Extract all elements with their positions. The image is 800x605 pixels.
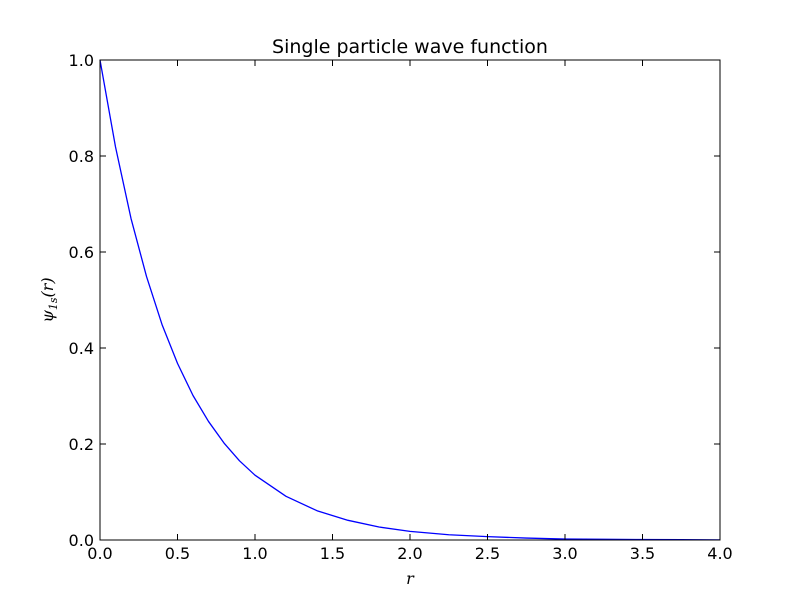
x-tick-label: 1.5 xyxy=(320,544,345,563)
chart-title: Single particle wave function xyxy=(272,36,548,58)
y-axis-label: ψ1s(r) xyxy=(38,277,60,322)
x-tick-label: 1.0 xyxy=(242,544,267,563)
x-tick-label: 2.0 xyxy=(397,544,422,563)
y-tick-label: 0.0 xyxy=(69,531,94,550)
y-tick-label: 0.4 xyxy=(69,339,94,358)
x-tick-label: 3.0 xyxy=(552,544,577,563)
x-axis-label: r xyxy=(406,569,415,588)
y-tick-label: 0.2 xyxy=(69,435,94,454)
x-tick-label: 3.5 xyxy=(630,544,655,563)
x-tick-label: 2.5 xyxy=(475,544,500,563)
x-tick-label: 4.0 xyxy=(707,544,732,563)
y-tick-label: 0.6 xyxy=(69,243,94,262)
x-tick-label: 0.0 xyxy=(87,544,112,563)
series-line-0 xyxy=(99,59,721,541)
axis-ticks: 0.0 0.5 1.0 1.5 2.0 2.5 3.0 3.5 4.0 0.0 0.2 0.4 0.6 0… xyxy=(69,51,733,563)
x-tick-label: 0.5 xyxy=(165,544,190,563)
y-axis-label-main: ψ xyxy=(38,310,57,323)
y-tick-label: 1.0 xyxy=(69,51,94,70)
y-axis-label-argument: (r) xyxy=(38,277,57,297)
y-axis-label-subscript: 1s xyxy=(47,297,60,310)
y-tick-label: 0.8 xyxy=(69,147,94,166)
plot-area xyxy=(99,59,721,541)
